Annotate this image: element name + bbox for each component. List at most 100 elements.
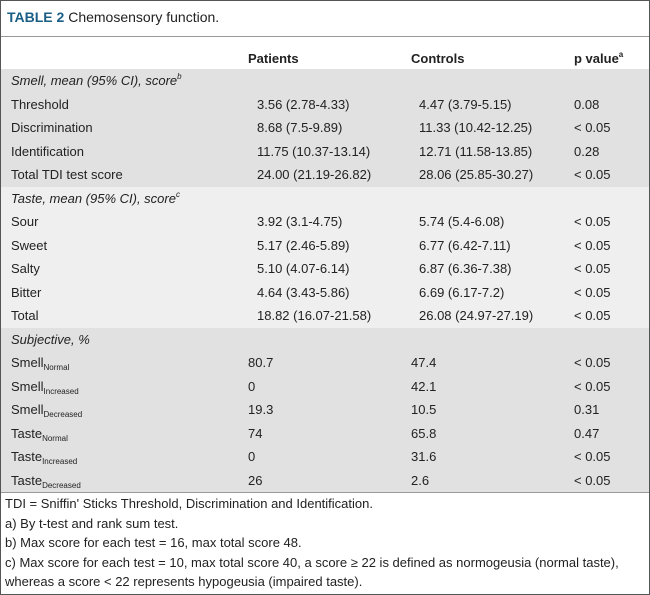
controls-cell: 6.69 (6.17-7.2) [419, 284, 505, 300]
header-p-sup: a [618, 50, 624, 59]
p-value-cell: < 0.05 [574, 449, 611, 464]
row-label-text: Smell [11, 355, 44, 370]
p-value-cell: 0.28 [574, 143, 600, 159]
table-label: TABLE 2 [7, 9, 65, 25]
patients-cell: 8.68 (7.5-9.89) [257, 120, 343, 135]
header-patients: Patients [248, 51, 299, 66]
row-label-text: Total [11, 308, 39, 323]
p-value-cell: < 0.05 [574, 378, 611, 394]
row-label-text: Taste [11, 472, 43, 488]
row-label-text: Bitter [11, 284, 42, 300]
row-label-sub: Normal [42, 433, 68, 443]
row-label: Salty [11, 261, 40, 276]
p-value-cell: < 0.05 [574, 120, 611, 135]
row-label-sub: Increased [43, 386, 79, 396]
row-label-text: Salty [11, 261, 40, 276]
row-label: Total [11, 308, 38, 323]
row-label-sub: Increased [42, 457, 78, 466]
row-label: SmellIncreased [11, 378, 79, 396]
section-title: Taste, mean (95% CI), scorec [11, 189, 180, 206]
section-title-text: Taste, mean (95% CI), score [11, 190, 176, 206]
controls-cell: 65.8 [411, 425, 437, 441]
row-label-text: Sweet [11, 237, 48, 253]
patients-cell: 26 [248, 472, 263, 488]
patients-cell: 4.64 (3.43-5.86) [257, 284, 350, 300]
row-label-text: Identification [11, 143, 84, 159]
row-label-text: Taste [11, 449, 43, 464]
row-label: TasteIncreased [11, 449, 78, 466]
controls-cell: 11.33 (10.42-12.25) [419, 120, 533, 135]
p-value-cell: 0.31 [574, 402, 600, 417]
row-label: SmellNormal [11, 355, 70, 372]
row-label: Sour [11, 214, 38, 229]
title-text: Chemosensory function. [68, 9, 220, 25]
footnote: b) Max score for each test = 16, max tot… [5, 535, 302, 550]
controls-cell: 47.4 [411, 355, 437, 370]
row-label: Total TDI test score [11, 167, 123, 182]
patients-cell: 5.17 (2.46-5.89) [257, 237, 350, 253]
row-label: Threshold [11, 97, 69, 112]
patients-cell: 74 [248, 425, 263, 441]
row-label: TasteDecreased [11, 472, 81, 490]
row-label: SmellDecreased [11, 402, 83, 419]
row-label-text: Taste [11, 425, 43, 441]
row-label: Bitter [11, 285, 41, 300]
p-value-cell: < 0.05 [574, 308, 611, 323]
controls-cell: 31.6 [411, 449, 437, 464]
row-label-sub: Decreased [42, 480, 81, 490]
patients-cell: 11.75 (10.37-13.14) [257, 143, 371, 159]
patients-cell: 0 [248, 378, 256, 394]
row-label: Identification [11, 144, 84, 159]
controls-cell: 26.08 (24.97-27.19) [419, 308, 534, 323]
row-label-text: Smell [11, 402, 44, 417]
row-label-text: Threshold [11, 96, 69, 112]
controls-cell: 12.71 (11.58-13.85) [419, 143, 533, 159]
row-label: TasteNormal [11, 425, 68, 443]
row-label: Sweet [11, 238, 47, 253]
footnote: c) Max score for each test = 10, max tot… [5, 554, 619, 570]
controls-cell: 10.5 [411, 402, 437, 417]
controls-cell: 6.87 (6.36-7.38) [419, 261, 512, 276]
header-p-text: p value [574, 51, 619, 66]
section-band [1, 327, 649, 492]
patients-cell: 24.00 (21.19-26.82) [257, 167, 372, 182]
row-label: Discrimination [11, 120, 93, 135]
p-value-cell: 0.08 [574, 96, 600, 112]
row-label-sub: Decreased [43, 410, 83, 419]
section-title-text: Smell, mean (95% CI), score [11, 73, 178, 88]
p-value-cell: < 0.05 [574, 355, 611, 370]
row-label-text: Sour [11, 214, 39, 229]
footnote: whereas a score < 22 represents hypogeus… [5, 574, 363, 589]
controls-cell: 28.06 (25.85-30.27) [419, 167, 534, 182]
rule [1, 36, 649, 37]
row-label-sub: Normal [43, 363, 70, 372]
section-title-sup: b [177, 72, 182, 81]
p-value-cell: < 0.05 [574, 284, 611, 300]
patients-cell: 3.56 (2.78-4.33) [257, 96, 350, 112]
table-title: TABLE 2 Chemosensory function. [7, 9, 219, 25]
header-p: p valuea [574, 50, 624, 67]
p-value-cell: < 0.05 [574, 472, 611, 488]
row-label-text: Total TDI test score [11, 167, 123, 182]
controls-cell: 42.1 [411, 378, 437, 394]
row-label-text: Smell [11, 378, 44, 394]
patients-cell: 0 [248, 449, 256, 464]
footnote: TDI = Sniffin' Sticks Threshold, Discrim… [5, 496, 373, 511]
p-value-cell: < 0.05 [574, 261, 611, 276]
p-value-cell: < 0.05 [574, 237, 611, 253]
header-controls: Controls [411, 51, 465, 66]
section-title-sup: c [175, 189, 180, 199]
patients-cell: 80.7 [248, 355, 274, 370]
controls-cell: 5.74 (5.4-6.08) [419, 214, 505, 229]
controls-cell: 2.6 [411, 472, 430, 488]
p-value-cell: < 0.05 [574, 214, 611, 229]
controls-cell: 6.77 (6.42-7.11) [419, 237, 511, 253]
p-value-cell: < 0.05 [574, 167, 611, 182]
rule [1, 492, 649, 493]
section-title: Smell, mean (95% CI), scoreb [11, 72, 182, 89]
patients-cell: 3.92 (3.1-4.75) [257, 214, 343, 229]
section-title: Subjective, % [11, 332, 90, 347]
section-band [1, 186, 649, 328]
p-value-cell: 0.47 [574, 425, 600, 441]
